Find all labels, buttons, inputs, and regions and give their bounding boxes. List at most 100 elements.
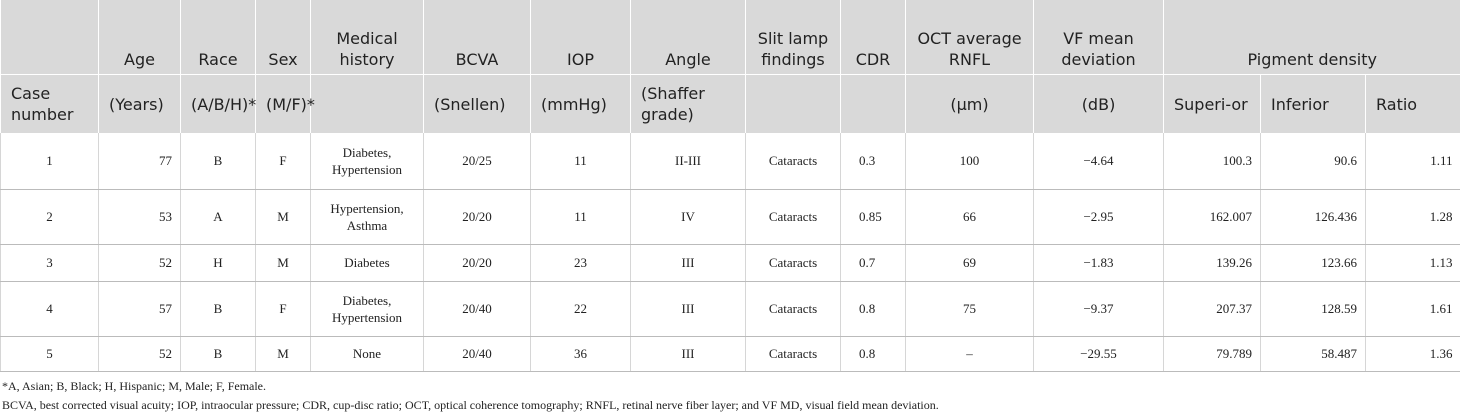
table-cell: Cataracts bbox=[746, 281, 841, 336]
table-cell: 69 bbox=[906, 244, 1034, 281]
header-cell: Ratio bbox=[1366, 75, 1460, 134]
table-cell: Diabetes, Hypertension bbox=[311, 281, 424, 336]
table-cell: 1.61 bbox=[1366, 281, 1460, 336]
header-cell bbox=[841, 75, 906, 134]
table-cell: B bbox=[181, 133, 256, 189]
table-cell: A bbox=[181, 189, 256, 244]
table-cell: 162.007 bbox=[1164, 189, 1261, 244]
header-cell: BCVA bbox=[424, 0, 531, 75]
table-cell: Diabetes bbox=[311, 244, 424, 281]
table-cell: Cataracts bbox=[746, 244, 841, 281]
table-cell: 20/40 bbox=[424, 336, 531, 371]
table-cell: 79.789 bbox=[1164, 336, 1261, 371]
table-cell: 128.59 bbox=[1261, 281, 1366, 336]
table-cell: H bbox=[181, 244, 256, 281]
table-cell: 1.11 bbox=[1366, 133, 1460, 189]
table-cell: 75 bbox=[906, 281, 1034, 336]
footnote: BCVA, best corrected visual acuity; IOP,… bbox=[2, 396, 1460, 415]
table-cell: 123.66 bbox=[1261, 244, 1366, 281]
table-cell: M bbox=[256, 244, 311, 281]
header-cell: (dB) bbox=[1034, 75, 1164, 134]
header-cell: (Years) bbox=[99, 75, 181, 134]
table-cell: 20/25 bbox=[424, 133, 531, 189]
header-cell: (Shaffer grade) bbox=[631, 75, 746, 134]
table-cell: 0.8 bbox=[841, 281, 906, 336]
table-cell: Cataracts bbox=[746, 133, 841, 189]
table-cell: 2 bbox=[1, 189, 99, 244]
table-cell: 4 bbox=[1, 281, 99, 336]
table-cell: II-III bbox=[631, 133, 746, 189]
table-cell: 90.6 bbox=[1261, 133, 1366, 189]
table-cell: None bbox=[311, 336, 424, 371]
table-cell: 58.487 bbox=[1261, 336, 1366, 371]
header-cell: (A/B/H)* bbox=[181, 75, 256, 134]
header-cell: (mmHg) bbox=[531, 75, 631, 134]
header-cell: (μm) bbox=[906, 75, 1034, 134]
table-cell: 139.26 bbox=[1164, 244, 1261, 281]
header-cell bbox=[311, 75, 424, 134]
header-cell: Pigment density bbox=[1164, 0, 1460, 75]
table-cell: 23 bbox=[531, 244, 631, 281]
table-cell: F bbox=[256, 281, 311, 336]
table-cell: Cataracts bbox=[746, 189, 841, 244]
table-cell: −1.83 bbox=[1034, 244, 1164, 281]
table-cell: 207.37 bbox=[1164, 281, 1261, 336]
table-cell: 0.3 bbox=[841, 133, 906, 189]
header-cell bbox=[746, 75, 841, 134]
table-cell: M bbox=[256, 336, 311, 371]
table-cell: −4.64 bbox=[1034, 133, 1164, 189]
header-cell: Slit lamp findings bbox=[746, 0, 841, 75]
table-cell: −2.95 bbox=[1034, 189, 1164, 244]
table-cell: IV bbox=[631, 189, 746, 244]
table-cell: 0.85 bbox=[841, 189, 906, 244]
table-cell: 57 bbox=[99, 281, 181, 336]
header-cell: OCT average RNFL bbox=[906, 0, 1034, 75]
table-cell: 1.36 bbox=[1366, 336, 1460, 371]
table-cell: Diabetes, Hypertension bbox=[311, 133, 424, 189]
table-cell: 36 bbox=[531, 336, 631, 371]
header-cell: VF mean deviation bbox=[1034, 0, 1164, 75]
table-cell: III bbox=[631, 336, 746, 371]
header-cell: Race bbox=[181, 0, 256, 75]
table-cell: 52 bbox=[99, 336, 181, 371]
table-cell: 5 bbox=[1, 336, 99, 371]
table-cell: 0.7 bbox=[841, 244, 906, 281]
header-cell: Sex bbox=[256, 0, 311, 75]
table-cell: 66 bbox=[906, 189, 1034, 244]
table-cell: 77 bbox=[99, 133, 181, 189]
table-cell: 20/20 bbox=[424, 244, 531, 281]
table-cell: 0.8 bbox=[841, 336, 906, 371]
header-cell: Superi-or bbox=[1164, 75, 1261, 134]
header-cell: CDR bbox=[841, 0, 906, 75]
table-cell: III bbox=[631, 281, 746, 336]
header-cell: Medical history bbox=[311, 0, 424, 75]
footnote: *A, Asian; B, Black; H, Hispanic; M, Mal… bbox=[2, 377, 1460, 396]
table-cell: B bbox=[181, 336, 256, 371]
data-table: Age Race Sex Medical history BCVA IOP An… bbox=[0, 0, 1460, 372]
header-cell: IOP bbox=[531, 0, 631, 75]
table-cell: 11 bbox=[531, 133, 631, 189]
table-cell: B bbox=[181, 281, 256, 336]
table-cell: 126.436 bbox=[1261, 189, 1366, 244]
header-cell: Inferior bbox=[1261, 75, 1366, 134]
table-cell: III bbox=[631, 244, 746, 281]
table-cell: 52 bbox=[99, 244, 181, 281]
header-cell: Case number bbox=[1, 75, 99, 134]
table-cell: Cataracts bbox=[746, 336, 841, 371]
table-cell: M bbox=[256, 189, 311, 244]
table-cell: 11 bbox=[531, 189, 631, 244]
table-cell: – bbox=[906, 336, 1034, 371]
header-cell: (Snellen) bbox=[424, 75, 531, 134]
table-cell: 100 bbox=[906, 133, 1034, 189]
table-cell: 1.13 bbox=[1366, 244, 1460, 281]
header-cell bbox=[1, 0, 99, 75]
table-cell: 20/40 bbox=[424, 281, 531, 336]
header-cell: (M/F)* bbox=[256, 75, 311, 134]
header-cell: Age bbox=[99, 0, 181, 75]
table-cell: 1 bbox=[1, 133, 99, 189]
